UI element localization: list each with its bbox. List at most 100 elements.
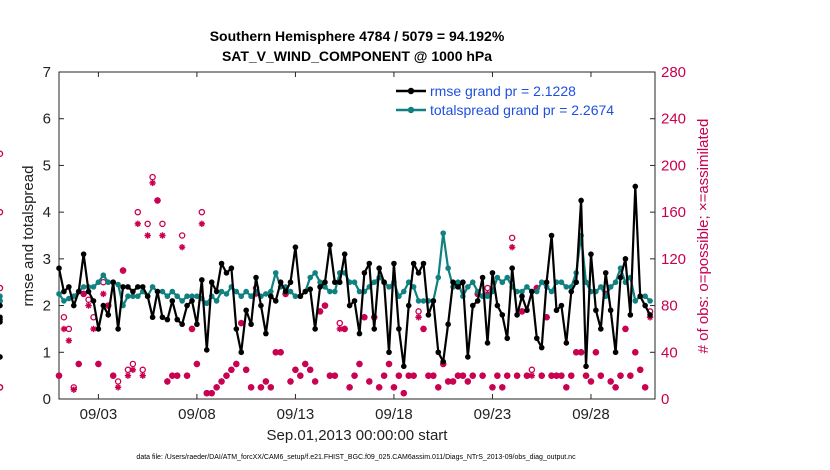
rmse-point [120,284,126,290]
rmse-point [337,279,343,285]
rmse-point [347,303,353,309]
totalspread-point [539,279,545,285]
totalspread-point [219,289,225,295]
rmse-point [490,270,496,276]
obs-assimilated-point [401,390,407,396]
obs-assimilated-point [612,384,618,390]
rmse-point [243,307,249,313]
rmse-point [169,298,175,304]
obs-assimilated-point [307,367,313,373]
totalspread-point [293,293,299,299]
y-tick-label-right: 80 [661,298,678,315]
rmse-point [194,321,200,327]
rmse-point [529,289,535,295]
rmse-point [416,270,422,276]
legend-label-rmse: rmse grand pr = 2.1228 [430,83,576,99]
obs-assimilated-point [420,326,426,332]
rmse-point [115,326,121,332]
rmse-point [66,284,72,290]
obs-assimilated-point [632,349,638,355]
y-tick-label-left: 3 [43,251,51,268]
rmse-point [603,270,609,276]
obs-assimilated-point [159,232,165,238]
rmse-point [637,293,643,299]
totalspread-point [101,272,107,278]
obs-assimilated-point [130,367,136,373]
rmse-point [509,265,515,271]
rmse-point [588,251,594,257]
totalspread-point [179,298,185,304]
rmse-point [371,326,377,332]
y-tick-label-left: 0 [43,391,51,408]
rmse-point [76,289,82,295]
rmse-point [445,321,451,327]
rmse-point [96,326,102,332]
rmse-point [628,312,634,318]
totalspread-point [445,265,451,271]
rmse-point [238,349,244,355]
y-tick-label-right: 160 [661,204,686,221]
totalspread-point [485,293,491,299]
rmse-point [435,349,441,355]
rmse-point [381,279,387,285]
totalspread-point [243,289,249,295]
rmse-point [632,184,638,190]
totalspread-point [435,275,441,281]
obs-assimilated-point [642,384,648,390]
rmse-point [199,277,205,283]
rmse-point [391,261,397,267]
totalspread-point [174,293,180,299]
obs-assimilated-point [194,361,200,367]
rmse-point [362,270,368,276]
y-axis-label-right: # of obs: o=possible; ×=assimilated [695,119,712,354]
obs-assimilated-point [213,384,219,390]
rmse-point [376,265,382,271]
obs-assimilated-point [622,326,628,332]
rmse-point [263,331,269,337]
rmse-point [455,284,461,290]
rmse-point [258,303,264,309]
totalspread-point [204,300,210,306]
totalspread-point [56,291,62,297]
y-tick-label-right: 280 [661,64,686,81]
totalspread-point [312,270,318,276]
rmse-point [440,359,446,365]
rmse-point [431,298,437,304]
x-axis-label: Sep.01,2013 00:00:00 start [267,427,449,444]
totalspread-point [238,293,244,299]
y-tick-label-right: 40 [661,344,678,361]
rmse-point [465,354,471,360]
obs-assimilated-point [228,367,234,373]
obs-assimilated-point [268,384,274,390]
obs-assimilated-point [248,384,254,390]
rmse-point [160,314,166,320]
x-tick-label: 09/13 [277,406,315,423]
obs-possible-point [0,210,3,215]
obs-assimilated-point [120,267,126,273]
totalspread-point [642,293,648,299]
y-tick-label-left: 1 [43,344,51,361]
rmse-point [554,307,560,313]
obs-possible-point [0,285,3,290]
rmse-point [298,293,304,299]
rmse-point [278,279,284,285]
rmse-point [86,289,92,295]
totalspread-point [263,291,269,297]
rmse-point [332,279,338,285]
rmse-point [647,312,653,318]
rmse-point [253,275,259,281]
rmse-point [559,303,565,309]
totalspread-point [81,284,87,290]
rmse-point [0,354,3,360]
obs-assimilated-point [376,384,382,390]
totalspread-point [549,289,555,295]
x-tick-label: 09/28 [572,406,610,423]
rmse-point [71,303,77,309]
totalspread-point [647,298,653,304]
rmse-point [61,289,67,295]
rmse-point [549,233,555,239]
obs-assimilated-point [189,326,195,332]
rmse-point [125,284,131,290]
obs-assimilated-point [322,302,328,308]
rmse-point [480,275,486,281]
